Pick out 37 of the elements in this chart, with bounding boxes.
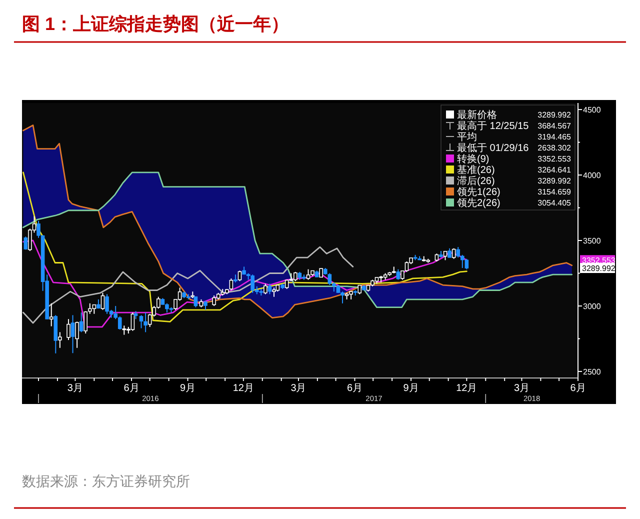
x-tick-label: 12月: [456, 383, 478, 394]
y-tick-label: 3000: [583, 302, 602, 311]
annotation: 3194.465: [538, 132, 572, 142]
x-tick-label: 9月: [403, 383, 419, 394]
text: 3289.992: [582, 264, 616, 273]
title: 图 1：上证综指走势图（近一年）: [22, 14, 290, 34]
annotation: 3289.992: [538, 176, 572, 186]
annotation: 3352.553: [538, 154, 572, 164]
x-tick-label: 3月: [514, 383, 530, 394]
legend-label: 基准(26): [457, 164, 495, 176]
annotation: 最新价格: [457, 109, 497, 121]
legend-label: 转换(9): [457, 153, 490, 165]
x-tick-label: 6月: [570, 383, 586, 394]
x-tick-label: 6月: [124, 383, 140, 394]
x-tick-label: 3月: [67, 383, 83, 394]
annotation: 3054.405: [538, 198, 572, 208]
y-tick-label: 2500: [583, 367, 602, 376]
legend-label: 领先1(26): [457, 186, 500, 198]
annotation: 3154.659: [538, 188, 572, 196]
annotation: 最高于 12/25/15: [457, 120, 530, 132]
annotation: 最低于 01/29/16: [457, 143, 530, 154]
annotation: 2638.302: [538, 144, 572, 152]
legend-label: 领先2(26): [457, 197, 500, 209]
legend-label: 滞后(26): [457, 175, 495, 187]
source-note: 数据来源：东方证券研究所: [22, 473, 190, 489]
x-tick-label: 6月: [346, 383, 363, 394]
annotation: 平均: [457, 131, 477, 143]
annotation: 3684.567: [538, 122, 572, 130]
annotation: 3289.992: [538, 110, 572, 120]
x-tick-label: 9月: [180, 383, 196, 394]
y-tick-label: 4500: [583, 106, 602, 115]
annotation: 3264.641: [538, 166, 572, 174]
text: 3352.553: [582, 256, 616, 266]
x-tick-label: 3月: [290, 383, 306, 394]
y-tick-label: 3500: [583, 236, 602, 246]
y-tick-label: 4000: [583, 171, 602, 180]
x-tick-label: 12月: [232, 383, 254, 394]
